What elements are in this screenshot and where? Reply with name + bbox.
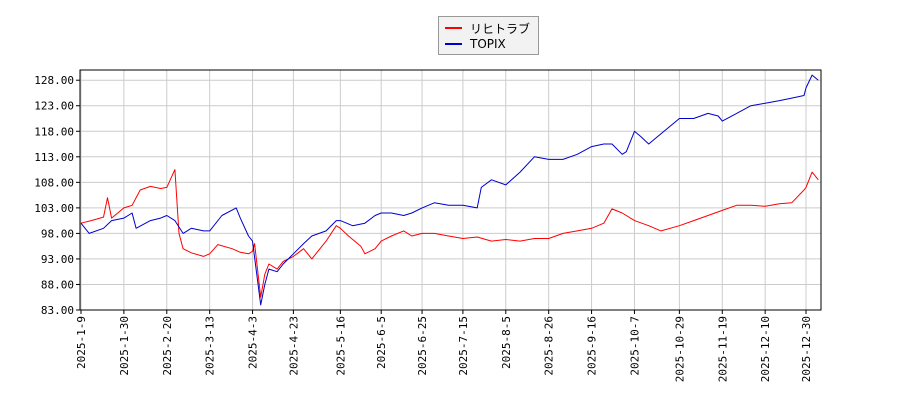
x-tick-label: 2025-8-26 bbox=[543, 316, 556, 376]
legend-item-series-1: リヒトラブ bbox=[445, 20, 530, 36]
x-tick-label: 2025-5-16 bbox=[334, 316, 347, 376]
x-tick-label: 2025-2-20 bbox=[161, 316, 174, 376]
x-tick-label: 2025-12-10 bbox=[759, 316, 772, 382]
legend-swatch-series-1 bbox=[445, 27, 462, 29]
legend-label-series-1: リヒトラブ bbox=[470, 21, 531, 36]
x-axis: 2025-1-9 2025-1-30 2025-2-20 2025-3-13 2025-… bbox=[75, 310, 813, 382]
x-tick-label: 2025-4-3 bbox=[247, 316, 260, 369]
y-tick-label: 83.00 bbox=[41, 304, 74, 317]
y-tick-label: 118.00 bbox=[34, 125, 74, 138]
y-tick-label: 128.00 bbox=[34, 74, 74, 87]
legend: リヒトラブ TOPIX bbox=[438, 16, 539, 55]
x-tick-label: 2025-8-5 bbox=[500, 316, 513, 369]
x-tick-label: 2025-1-9 bbox=[75, 316, 88, 369]
x-tick-label: 2025-9-16 bbox=[586, 316, 599, 376]
x-tick-label: 2025-3-13 bbox=[204, 316, 217, 376]
y-axis: 83.00 88.00 93.00 98.00 103.00 108.00 113.00 11… bbox=[34, 74, 80, 317]
x-tick-label: 2025-12-30 bbox=[800, 316, 813, 382]
x-tick-label: 2025-10-7 bbox=[628, 316, 641, 376]
x-tick-label: 2025-6-5 bbox=[375, 316, 388, 369]
x-tick-label: 2025-10-29 bbox=[673, 316, 686, 382]
legend-label-series-2: TOPIX bbox=[470, 37, 506, 51]
y-tick-label: 93.00 bbox=[41, 253, 74, 266]
x-tick-label: 2025-6-25 bbox=[416, 316, 429, 376]
y-tick-label: 123.00 bbox=[34, 100, 74, 113]
y-tick-label: 113.00 bbox=[34, 151, 74, 164]
series-lines bbox=[80, 74, 819, 306]
x-tick-label: 2025-11-19 bbox=[716, 316, 729, 382]
series-line-1 bbox=[80, 169, 819, 298]
plot-frame bbox=[79, 69, 822, 311]
series-line-2 bbox=[80, 74, 819, 306]
grid bbox=[80, 70, 821, 311]
legend-swatch-series-2 bbox=[445, 43, 462, 45]
y-tick-label: 98.00 bbox=[41, 227, 74, 240]
y-tick-label: 88.00 bbox=[41, 278, 74, 291]
x-tick-label: 2025-4-23 bbox=[287, 316, 300, 376]
x-tick-label: 2025-1-30 bbox=[118, 316, 131, 376]
legend-item-series-2: TOPIX bbox=[445, 36, 506, 52]
y-tick-label: 103.00 bbox=[34, 202, 74, 215]
x-tick-label: 2025-7-15 bbox=[457, 316, 470, 376]
y-tick-label: 108.00 bbox=[34, 176, 74, 189]
